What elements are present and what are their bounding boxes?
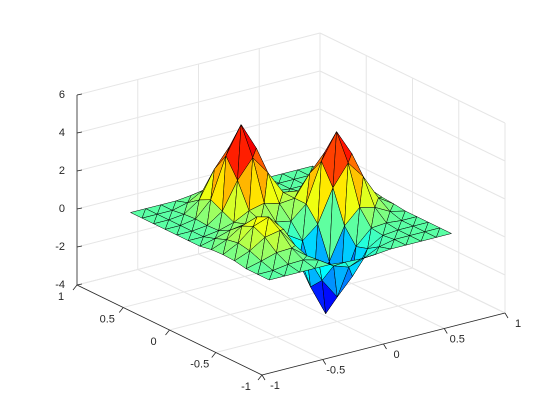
tick-mark [76,169,83,172]
grid-line [169,267,413,331]
tick-mark [383,343,387,350]
z-tick-label: 0 [59,203,65,215]
y-tick-label: -0.5 [190,358,209,370]
x-tick-label: 0.5 [450,333,465,345]
tick-mark [76,131,83,134]
tick-mark [72,284,78,291]
tick-mark [211,352,217,358]
tick-mark [76,245,83,248]
tick-mark [76,207,83,210]
y-tick-label: -1 [241,381,251,393]
surface-face [436,227,452,238]
tick-mark [261,374,266,381]
y-tick-label: 1 [58,291,64,303]
tick-mark [443,328,448,334]
z-tick-label: 6 [59,89,65,101]
grid-line [76,108,321,172]
grid-line [319,108,506,200]
tick-mark [165,329,170,336]
x-tick-label: -1 [270,380,280,392]
y-tick-label: 0.5 [100,313,115,325]
y-tick-label: 0 [150,336,156,348]
grid-line [76,70,321,134]
surface-face [314,259,331,269]
surface-face [284,264,300,277]
tick-mark [322,359,327,365]
x-tick-label: 0 [393,349,399,361]
grid-line [76,32,321,96]
tick-mark [504,312,509,319]
x-tick-label: 1 [515,318,521,330]
surface-face [420,231,437,242]
tick-mark [76,283,83,286]
grid-line [76,146,321,210]
surface-face [344,258,361,268]
z-tick-label: -4 [55,279,65,291]
surface-face [375,246,391,255]
grid-line [319,32,506,124]
x-tick-label: -0.5 [326,364,345,376]
grid-line [215,290,459,353]
tick-mark [257,374,263,381]
surface-face [360,254,376,260]
z-tick-label: 2 [59,165,65,177]
z-tick-label: -2 [55,241,65,253]
surface-face [299,259,316,273]
surface-face [329,261,346,267]
surface-face [405,235,422,246]
surface-face [269,270,285,281]
surface-face [390,239,407,250]
z-tick-label: 4 [59,127,65,139]
tick-mark [118,307,124,313]
tick-mark [76,93,83,96]
grid-line [319,70,506,162]
